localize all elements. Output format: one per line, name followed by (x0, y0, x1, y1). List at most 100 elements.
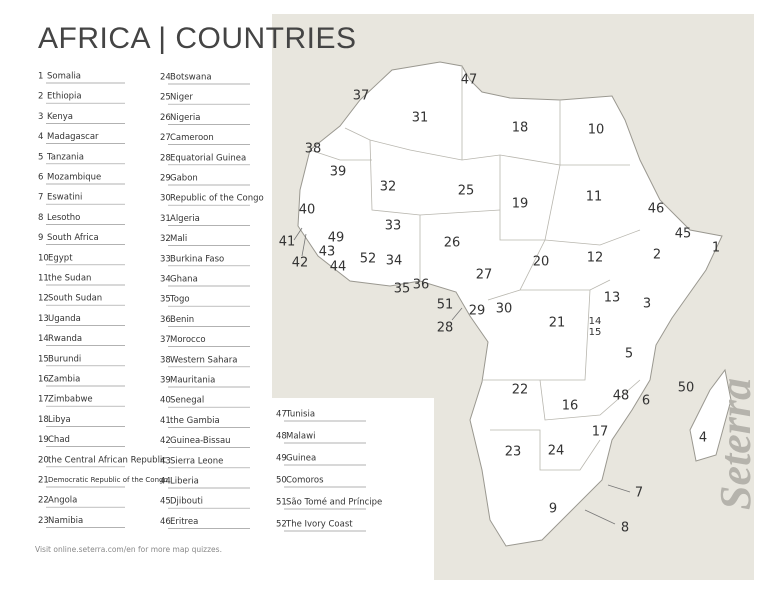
item-name: Guinea (286, 454, 316, 464)
item-name: Guinea-Bissau (170, 436, 231, 446)
item-number: 13 (38, 314, 49, 324)
watermark: Seterra (711, 378, 760, 510)
item-number: 38 (160, 355, 171, 365)
item-number: 33 (160, 254, 171, 264)
item-name: Kenya (47, 112, 73, 122)
item-number: 51 (276, 498, 287, 508)
map-label: 11 (586, 190, 603, 205)
item-name: Niger (170, 93, 193, 103)
item-number: 30 (160, 194, 171, 204)
borders (309, 66, 641, 471)
item-number: 8 (38, 213, 43, 223)
item-name: Western Sahara (170, 355, 237, 365)
map-label: 17 (592, 425, 609, 440)
map-label: 44 (330, 260, 347, 275)
item-name: Gabon (170, 174, 198, 184)
map-label: 26 (444, 236, 461, 251)
map-label: 3 (643, 297, 651, 312)
item-name: Madagascar (47, 132, 99, 142)
map-label: 18 (512, 121, 529, 136)
map-label: 23 (505, 445, 522, 460)
item-number: 21 (38, 476, 49, 486)
map-label: 13 (604, 291, 621, 306)
map-label: 28 (437, 321, 454, 336)
item-name: Togo (169, 295, 190, 305)
item-number: 25 (160, 93, 171, 103)
item-number: 14 (38, 334, 49, 344)
map-label: 32 (380, 180, 397, 195)
item-name: Eritrea (170, 517, 198, 527)
map-label: 47 (461, 73, 478, 88)
item-name: South Africa (47, 233, 99, 243)
item-name: Djibouti (170, 497, 203, 507)
item-number: 28 (160, 153, 171, 163)
item-number: 3 (38, 112, 43, 122)
map-label: 10 (588, 123, 605, 138)
item-name: Algeria (170, 214, 200, 224)
item-number: 34 (160, 275, 171, 285)
item-number: 31 (160, 214, 171, 224)
item-number: 48 (276, 432, 287, 442)
map-label: 12 (587, 251, 604, 266)
item-name: Namibia (48, 516, 83, 526)
item-name: Zimbabwe (48, 395, 93, 405)
map-label: 51 (437, 298, 454, 313)
item-number: 35 (160, 295, 171, 305)
item-number: 24 (160, 73, 171, 83)
item-number: 27 (160, 133, 171, 143)
item-name: Democratic Republic of the Congo (48, 476, 168, 484)
item-name: Equatorial Guinea (170, 153, 246, 163)
madagascar (689, 368, 732, 462)
item-number: 19 (38, 435, 49, 445)
map-label: 6 (642, 394, 650, 409)
item-number: 18 (38, 415, 49, 425)
map-label: 52 (360, 252, 377, 267)
item-name: São Tomé and Príncipe (286, 497, 382, 508)
item-number: 37 (160, 335, 171, 345)
item-name: Mali (170, 234, 187, 244)
map-label: 34 (386, 254, 403, 269)
legend-panel (272, 398, 434, 580)
country-list: 1 Somalia 2 Ethiopia 3 Kenya 4 Madagascar 5 Tanza… (38, 72, 382, 532)
item-name: Burundi (48, 354, 81, 364)
map-label: 50 (678, 381, 695, 396)
item-number: 10 (38, 253, 49, 263)
item-name: Sierra Leone (170, 456, 223, 466)
map-label: 25 (458, 184, 475, 199)
map-label: 33 (385, 219, 402, 234)
map-label: 5 (625, 347, 633, 362)
item-name: the Central African Republic (48, 455, 167, 465)
title: AFRICA | COUNTRIES (38, 22, 357, 55)
item-name: Mauritania (170, 376, 215, 386)
item-number: 11 (38, 274, 49, 284)
map-label: 35 (394, 282, 411, 297)
item-name: Uganda (48, 314, 81, 324)
item-name: Senegal (170, 396, 204, 406)
map-label: 2 (653, 248, 661, 263)
item-number: 16 (38, 375, 49, 385)
map-label: 7 (635, 486, 643, 501)
item-number: 20 (38, 455, 49, 465)
map-label: 4 (699, 431, 707, 446)
map-label: 38 (305, 142, 322, 157)
item-name: Tanzania (46, 152, 84, 162)
item-number: 46 (160, 517, 171, 527)
map-label: 40 (299, 203, 316, 218)
map-label: 20 (533, 255, 550, 270)
item-name: Botswana (170, 73, 212, 83)
africa-landmass (297, 61, 723, 547)
map-label: 46 (648, 202, 665, 217)
item-number: 2 (38, 92, 43, 102)
item-number: 45 (160, 497, 171, 507)
item-name: South Sudan (48, 294, 102, 304)
item-name: Nigeria (170, 113, 200, 123)
map-label: 41 (279, 235, 296, 250)
map-label: 48 (613, 389, 630, 404)
item-name: Egypt (48, 253, 73, 263)
item-name: Republic of the Congo (170, 194, 264, 204)
item-number: 9 (38, 233, 43, 243)
item-number: 42 (160, 436, 171, 446)
item-number: 29 (160, 174, 171, 184)
item-number: 12 (38, 294, 49, 304)
